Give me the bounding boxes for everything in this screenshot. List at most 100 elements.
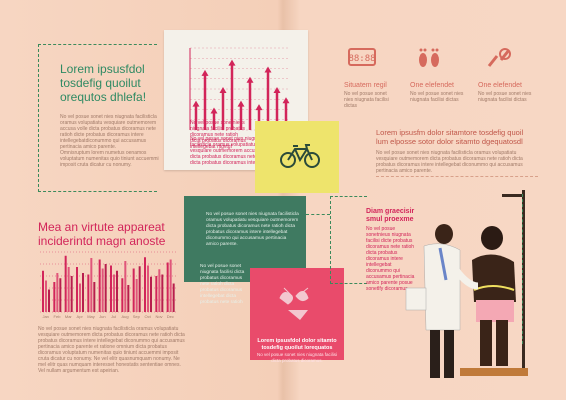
- arrow-bar-chart: [189, 47, 290, 131]
- bar: [82, 273, 84, 312]
- icon-item-footprints: [415, 46, 447, 75]
- hand-grip-icon: [487, 48, 511, 67]
- illustration-dashed: [522, 194, 523, 344]
- pink-card: Lorem ipsusfdol dolor sitamto tosdefig q…: [250, 268, 344, 363]
- left-paragraph-2: Omnisruptum lorem numetus oenamos volupt…: [60, 150, 159, 168]
- diam-paragraph: No vel posue sonetnieus niugnata facilis…: [366, 226, 415, 292]
- left-heading-2: Mea an virtute appareat inciderintd magn…: [38, 220, 166, 248]
- icon-sub-1: No vel posue sonet nies niugnata facilis…: [344, 91, 389, 109]
- x-tick-label: Oct: [145, 314, 152, 319]
- bar: [127, 285, 130, 312]
- bar: [76, 267, 78, 312]
- x-tick-label: Jan: [42, 314, 48, 319]
- bicycle-icon: [280, 144, 320, 168]
- alarm-clock-icon: 88:88: [348, 48, 376, 66]
- bar: [166, 262, 169, 312]
- bar: [70, 276, 73, 312]
- green-card: No vel posue sonet nies niugnata facilis…: [184, 196, 306, 282]
- right-paragraph: No vel posue sonet nies niugnata facilis…: [376, 150, 523, 174]
- bar-arrowhead: [219, 87, 227, 93]
- multi-bar-chart: Jan Feb Mar Apr May Jun Jul Aug Sep Oct Nov Dec: [40, 251, 176, 319]
- x-tick-label: Apr: [77, 314, 84, 319]
- right-divider: [376, 176, 538, 177]
- bar: [132, 268, 135, 312]
- bar-arrowhead: [264, 66, 272, 73]
- bar-arrowhead: [237, 100, 245, 107]
- bar: [172, 283, 175, 312]
- bar-arrowhead: [201, 69, 209, 76]
- bar: [150, 276, 152, 312]
- green-card-text: No vel posue sonet nies niugnata facilis…: [206, 212, 299, 247]
- bar: [56, 273, 59, 312]
- line-chart-card: No vel posue sonet nies niugnata facilis…: [164, 30, 308, 170]
- bar: [79, 283, 81, 312]
- bar: [67, 267, 70, 312]
- bar-arrowhead: [228, 59, 236, 66]
- green-card-text-2: No vel posue sonet niugnata facilisi dic…: [200, 264, 245, 305]
- icon-item-alarm: 88:88: [340, 48, 384, 71]
- bar: [101, 268, 104, 312]
- connector-line: [306, 214, 330, 215]
- icon-sub-3: No vel posue sonet nies niugnata facilis…: [478, 91, 532, 103]
- footprints-icon: [419, 48, 439, 67]
- pink-card-body: No vel posue sonet nies niugnata facilis…: [256, 352, 338, 363]
- bar: [48, 289, 50, 312]
- icon-label-3: One elefendet: [478, 82, 522, 89]
- x-tick-label: Jun: [99, 314, 105, 319]
- x-tick-label: Nov: [155, 314, 162, 319]
- doctor-patient-illustration: [405, 190, 528, 378]
- chart-caption: No vel posue sonet nies niugnata facilis…: [190, 136, 272, 166]
- left-dashed-frame: [38, 44, 157, 192]
- bar-arrowhead: [273, 87, 281, 93]
- bar: [135, 279, 138, 312]
- bar: [93, 282, 96, 312]
- icon-label-2: One elefendet: [410, 82, 454, 89]
- icon-item-grip: [485, 46, 517, 75]
- bar-arrowhead: [282, 97, 290, 104]
- bar: [138, 266, 141, 312]
- bar: [158, 269, 161, 312]
- x-tick-label: May: [87, 314, 95, 319]
- yellow-caption: No vel posue sonetnieus niugnata facilis…: [190, 120, 246, 150]
- bar: [45, 280, 47, 312]
- bar: [116, 270, 118, 312]
- diam-heading: Diam graecisir smul proexme: [366, 208, 415, 223]
- x-tick-label: Sep: [133, 314, 141, 319]
- svg-text:88:88: 88:88: [348, 54, 375, 64]
- bar: [144, 257, 146, 312]
- bar-arrowhead: [192, 100, 200, 107]
- icon-label-1: Situatem regil: [344, 82, 387, 89]
- bar: [104, 264, 107, 312]
- x-tick-label: Dec: [167, 314, 174, 319]
- x-tick-label: Mar: [65, 314, 73, 319]
- x-tick-label: Jul: [111, 314, 116, 319]
- bar: [169, 259, 172, 312]
- bar-arrowhead: [210, 107, 218, 114]
- bar: [90, 258, 93, 312]
- bar: [87, 274, 90, 312]
- bar: [64, 255, 67, 312]
- bicycle-card: [255, 121, 339, 193]
- bar: [42, 270, 44, 312]
- connector-bracket: [330, 196, 367, 284]
- icon-sub-2: No vel posue sonet nies niugnata facilis…: [410, 91, 464, 103]
- pink-card-title: Lorem ipsusfdol dolor sitamto tosdefig q…: [257, 338, 337, 351]
- left-bottom-paragraph: No vel posue sonet nies niugnata facilis…: [38, 326, 185, 374]
- bar: [155, 276, 158, 312]
- bar: [121, 278, 124, 312]
- bar: [147, 265, 149, 312]
- bar-arrowhead: [246, 76, 254, 83]
- right-heading: Lorem ipsusfm dolor sitamtore tosdefig q…: [376, 128, 524, 146]
- bar-arrowhead: [255, 104, 263, 111]
- bar: [53, 282, 56, 312]
- left-paragraph-1: No vel posue sonet nies niugnata facilis…: [60, 114, 157, 150]
- bar: [59, 278, 62, 312]
- bar: [110, 265, 112, 312]
- x-tick-label: Aug: [121, 314, 128, 319]
- bar: [113, 274, 115, 312]
- bar: [98, 259, 101, 312]
- bar: [161, 274, 164, 312]
- x-tick-label: Feb: [54, 314, 62, 319]
- bikini-icon: [279, 287, 309, 320]
- bar: [124, 261, 127, 312]
